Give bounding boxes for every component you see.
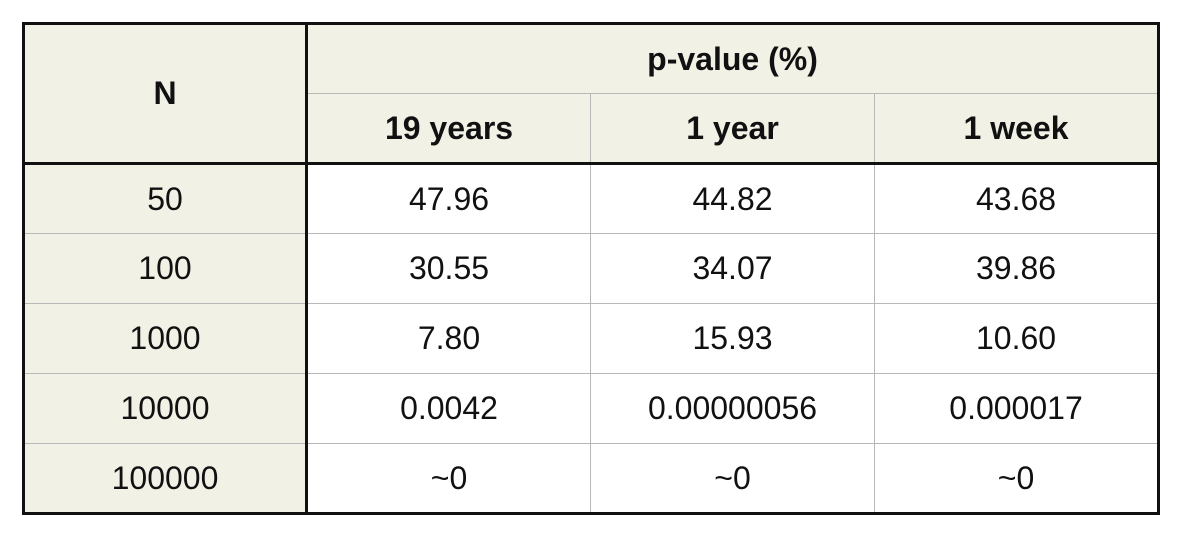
table-row: 10000 0.0042 0.00000056 0.000017: [23, 373, 1160, 444]
value-cell: 39.86: [873, 233, 1160, 304]
value-cell: 44.82: [590, 163, 875, 234]
value-cell: ~0: [590, 443, 875, 514]
n-cell: 50: [23, 163, 308, 234]
p-value-table: N p-value (%) 19 years 1 year 1 week 50 …: [22, 22, 1161, 515]
value-cell: 7.80: [306, 303, 591, 374]
n-cell: 1000: [23, 303, 308, 374]
value-cell: 0.000017: [873, 373, 1160, 444]
column-header-1-year: 1 year: [590, 93, 875, 165]
n-column-header: N: [23, 23, 308, 165]
column-header-19-years: 19 years: [306, 93, 591, 165]
value-cell: 30.55: [306, 233, 591, 304]
value-cell: 47.96: [306, 163, 591, 234]
table-row: 50 47.96 44.82 43.68: [23, 163, 1160, 234]
n-cell: 100000: [23, 443, 308, 514]
value-cell: 10.60: [873, 303, 1160, 374]
value-cell: 15.93: [590, 303, 875, 374]
table-row: 1000 7.80 15.93 10.60: [23, 303, 1160, 374]
p-value-group-header: p-value (%): [305, 23, 1160, 94]
header-row-columns: 19 years 1 year 1 week: [24, 93, 1160, 165]
column-header-1-week: 1 week: [873, 93, 1160, 165]
table-row: 100000 ~0 ~0 ~0: [23, 443, 1160, 514]
n-cell: 10000: [23, 373, 308, 444]
value-cell: 0.00000056: [590, 373, 875, 444]
value-cell: 34.07: [590, 233, 875, 304]
header-row-group: N p-value (%): [23, 23, 1160, 165]
value-cell: 43.68: [873, 163, 1160, 234]
value-cell: 0.0042: [306, 373, 591, 444]
value-cell: ~0: [873, 443, 1160, 514]
table-row: 100 30.55 34.07 39.86: [23, 233, 1160, 304]
n-cell: 100: [23, 233, 308, 304]
value-cell: ~0: [306, 443, 591, 514]
